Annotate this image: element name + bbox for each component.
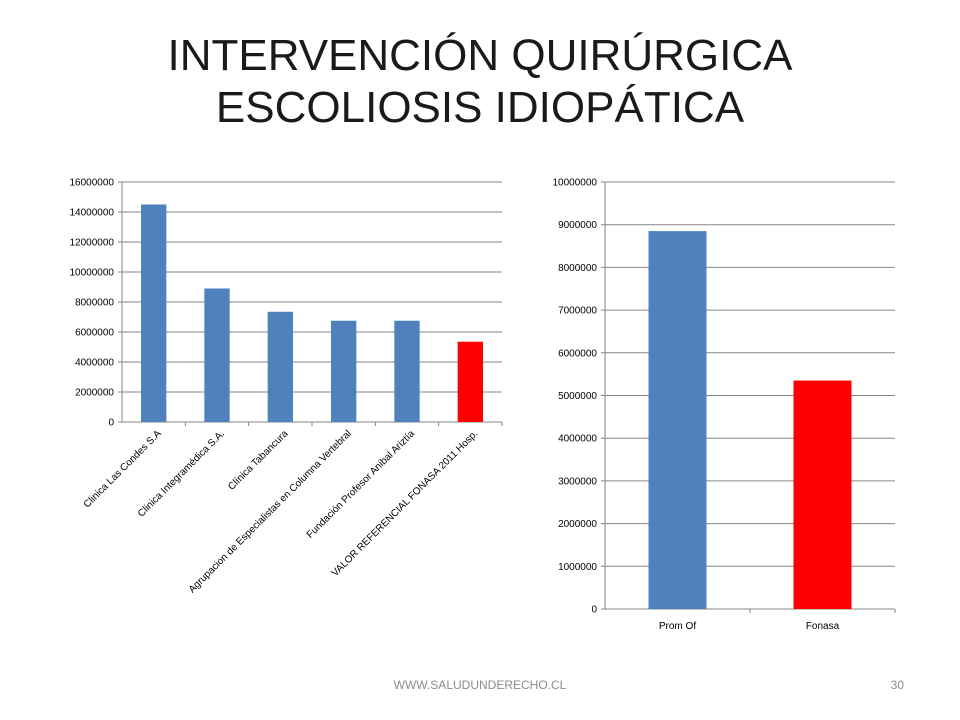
y-tick-label: 0 bbox=[591, 605, 597, 616]
y-tick-label: 1000000 bbox=[558, 562, 597, 573]
y-tick-label: 6000000 bbox=[558, 348, 597, 359]
y-tick-label: 2000000 bbox=[558, 519, 597, 530]
slide-title: INTERVENCIÓN QUIRÚRGICA ESCOLIOSIS IDIOP… bbox=[0, 30, 960, 134]
y-tick-label: 10000000 bbox=[553, 178, 598, 189]
y-tick-label: 7000000 bbox=[558, 306, 597, 317]
bar bbox=[204, 288, 230, 422]
bar bbox=[648, 231, 707, 610]
bar bbox=[457, 341, 483, 422]
y-tick-label: 4000000 bbox=[75, 358, 114, 369]
y-tick-label: 2000000 bbox=[75, 388, 114, 399]
title-line-1: INTERVENCIÓN QUIRÚRGICA bbox=[167, 31, 793, 80]
page-number: 30 bbox=[890, 678, 904, 692]
y-tick-label: 4000000 bbox=[558, 434, 597, 445]
bar bbox=[394, 320, 420, 422]
y-tick-label: 6000000 bbox=[75, 328, 114, 339]
bar bbox=[331, 320, 357, 422]
y-tick-label: 16000000 bbox=[70, 178, 115, 189]
category-label: Prom Of bbox=[659, 621, 696, 632]
bar bbox=[267, 311, 293, 422]
category-label: Fonasa bbox=[806, 621, 840, 632]
y-tick-label: 14000000 bbox=[70, 208, 115, 219]
y-tick-label: 0 bbox=[108, 418, 114, 429]
bar bbox=[793, 380, 852, 609]
footer-url: WWW.SALUDUNDERECHO.CL bbox=[393, 678, 567, 692]
y-tick-label: 9000000 bbox=[558, 220, 597, 231]
y-tick-label: 12000000 bbox=[70, 238, 115, 249]
y-tick-label: 10000000 bbox=[70, 268, 115, 279]
y-tick-label: 8000000 bbox=[558, 263, 597, 274]
bar bbox=[141, 204, 167, 422]
y-tick-label: 3000000 bbox=[558, 476, 597, 487]
title-line-2: ESCOLIOSIS IDIOPÁTICA bbox=[215, 83, 745, 132]
y-tick-label: 5000000 bbox=[558, 391, 597, 402]
y-tick-label: 8000000 bbox=[75, 298, 114, 309]
